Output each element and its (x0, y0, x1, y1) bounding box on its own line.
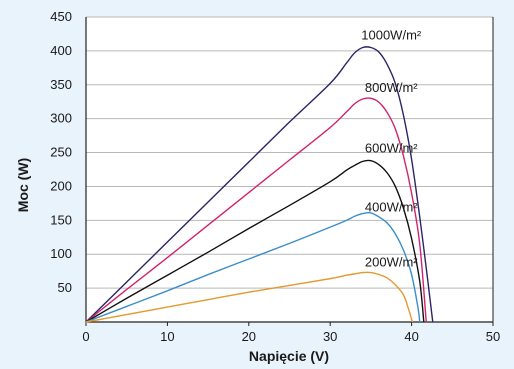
grid-lines (86, 16, 493, 322)
curve-label-0: 1000W/m² (361, 27, 422, 42)
axes: 50 100 150 200 250 300 350 400 450 0 10 20 30 40 50 (50, 9, 500, 344)
y-tick-label-350: 350 (50, 77, 72, 92)
series-line-3 (85, 211, 421, 323)
y-tick-label-200: 200 (50, 178, 72, 193)
curve-labels: 1000W/m² 800W/m² 600W/m² 400W/m² 200W/m² (361, 27, 422, 269)
y-tick-label-450: 450 (50, 9, 72, 24)
y-tick-label-250: 250 (50, 145, 72, 160)
y-tick-label-100: 100 (50, 246, 72, 261)
y-tick-label-400: 400 (50, 43, 72, 58)
y-tick-label-150: 150 (50, 212, 72, 227)
series-line-2 (85, 159, 425, 323)
curve-label-4: 200W/m² (365, 254, 418, 269)
x-tick-label-40: 40 (404, 329, 418, 344)
plot-area (86, 17, 493, 322)
series-line-4 (85, 271, 414, 323)
y-tick-label-50: 50 (58, 280, 72, 295)
x-tick-label-0: 0 (82, 329, 89, 344)
x-tick-label-20: 20 (242, 329, 256, 344)
series-curves (85, 46, 434, 323)
x-axis-title: Napięcie (V) (249, 348, 329, 364)
series-line-0 (85, 46, 434, 323)
x-tick-label-10: 10 (160, 329, 174, 344)
x-tick-label-50: 50 (486, 329, 500, 344)
curve-label-2: 600W/m² (365, 141, 418, 156)
y-tick-label-300: 300 (50, 111, 72, 126)
y-axis-title: Moc (W) (15, 158, 31, 212)
curve-label-1: 800W/m² (365, 80, 418, 95)
x-tick-label-30: 30 (323, 329, 337, 344)
series-line-1 (85, 97, 427, 323)
curve-label-3: 400W/m² (365, 200, 418, 215)
